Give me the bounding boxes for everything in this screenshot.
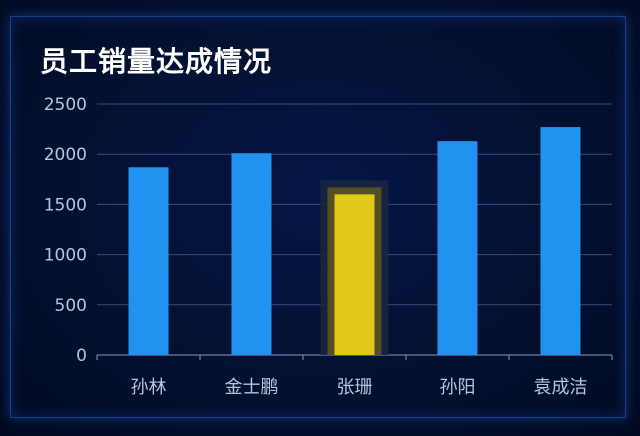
y-tick-label: 2500 bbox=[44, 95, 87, 115]
y-tick-label: 0 bbox=[76, 346, 87, 366]
bar bbox=[540, 127, 581, 355]
x-tick-label: 袁成洁 bbox=[534, 377, 588, 398]
bar bbox=[128, 167, 169, 355]
chart-title: 员工销量达成情况 bbox=[40, 45, 273, 78]
y-tick-label: 2000 bbox=[44, 145, 87, 165]
bar bbox=[231, 153, 272, 355]
panel-border bbox=[10, 16, 626, 418]
x-tick-label: 金士鹏 bbox=[225, 377, 279, 398]
y-tick-label: 1500 bbox=[44, 195, 87, 215]
x-tick-label: 孙阳 bbox=[440, 377, 476, 398]
y-tick-label: 500 bbox=[55, 296, 87, 316]
bar bbox=[334, 194, 375, 355]
bar bbox=[437, 141, 478, 355]
x-tick-label: 张珊 bbox=[337, 377, 373, 398]
x-tick-label: 孙林 bbox=[131, 377, 167, 398]
y-tick-label: 1000 bbox=[44, 246, 87, 266]
